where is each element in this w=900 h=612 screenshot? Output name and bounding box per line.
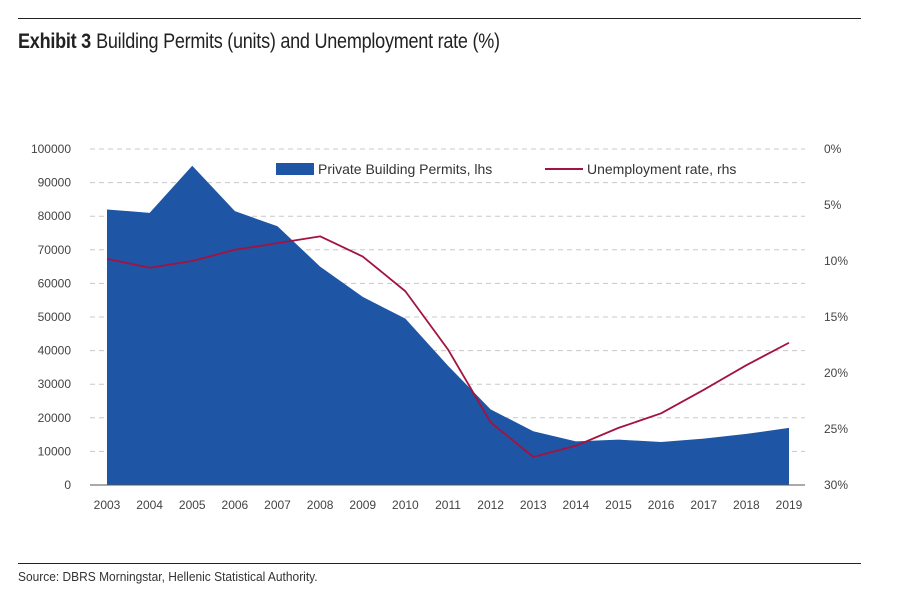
chart-title: Exhibit 3 Building Permits (units) and Un… bbox=[18, 30, 500, 54]
x-tick-label: 2003 bbox=[94, 498, 121, 512]
x-tick-label: 2017 bbox=[690, 498, 717, 512]
x-tick-label: 2015 bbox=[605, 498, 632, 512]
y-right-tick-label: 25% bbox=[824, 422, 848, 436]
title-text: Building Permits (units) and Unemploymen… bbox=[96, 30, 500, 53]
x-tick-label: 2010 bbox=[392, 498, 419, 512]
legend-label-unemployment: Unemployment rate, rhs bbox=[587, 161, 736, 177]
y-left-tick-label: 100000 bbox=[31, 142, 71, 156]
x-tick-label: 2019 bbox=[776, 498, 803, 512]
y-right-tick-label: 30% bbox=[824, 478, 848, 492]
legend-swatch-permits bbox=[276, 163, 314, 175]
legend-label-permits: Private Building Permits, lhs bbox=[318, 161, 492, 177]
x-tick-label: 2013 bbox=[520, 498, 547, 512]
y-right-tick-label: 20% bbox=[824, 366, 848, 380]
y-left-tick-label: 20000 bbox=[38, 411, 72, 425]
y-right-tick-label: 10% bbox=[824, 254, 848, 268]
x-tick-label: 2005 bbox=[179, 498, 206, 512]
y-left-tick-label: 80000 bbox=[38, 209, 72, 223]
y-left-tick-label: 60000 bbox=[38, 276, 72, 290]
x-tick-label: 2004 bbox=[136, 498, 163, 512]
x-tick-label: 2012 bbox=[477, 498, 504, 512]
building-permits-area bbox=[107, 165, 789, 486]
unemployment-line bbox=[106, 235, 790, 458]
x-tick-label: 2007 bbox=[264, 498, 291, 512]
y-left-tick-label: 30000 bbox=[38, 377, 72, 391]
x-tick-label: 2008 bbox=[307, 498, 334, 512]
x-tick-label: 2006 bbox=[222, 498, 249, 512]
x-tick-label: 2016 bbox=[648, 498, 675, 512]
y-left-tick-label: 90000 bbox=[38, 176, 72, 190]
y-right-tick-label: 5% bbox=[824, 198, 842, 212]
y-left-tick-label: 50000 bbox=[38, 310, 72, 324]
x-tick-label: 2018 bbox=[733, 498, 760, 512]
bottom-rule bbox=[18, 563, 861, 564]
y-left-tick-label: 70000 bbox=[38, 243, 72, 257]
y-left-tick-label: 40000 bbox=[38, 344, 72, 358]
source-note: Source: DBRS Morningstar, Hellenic Stati… bbox=[18, 569, 318, 584]
top-rule bbox=[18, 18, 861, 19]
x-tick-label: 2014 bbox=[563, 498, 590, 512]
y-right-tick-label: 0% bbox=[824, 142, 842, 156]
y-left-tick-label: 10000 bbox=[38, 444, 72, 458]
x-tick-label: 2009 bbox=[349, 498, 376, 512]
exhibit-label: Exhibit 3 bbox=[18, 30, 91, 53]
y-left-tick-label: 0 bbox=[64, 478, 71, 492]
y-right-tick-label: 15% bbox=[824, 310, 848, 324]
x-tick-label: 2011 bbox=[435, 498, 461, 512]
